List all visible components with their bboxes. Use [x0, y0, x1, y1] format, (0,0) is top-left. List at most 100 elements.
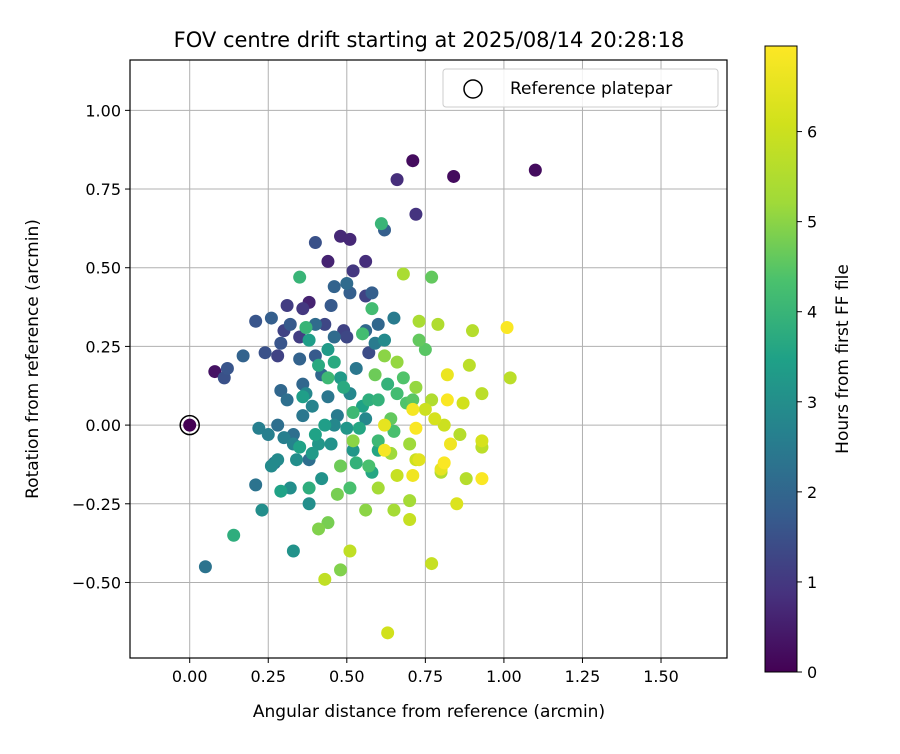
data-point — [293, 440, 307, 454]
data-point — [236, 349, 250, 363]
data-point — [208, 365, 222, 379]
data-point — [340, 276, 354, 290]
data-point — [403, 494, 417, 508]
data-point — [315, 472, 329, 486]
data-point — [312, 358, 326, 372]
data-point — [321, 516, 335, 530]
data-point — [293, 270, 307, 284]
data-point — [352, 421, 366, 435]
x-tick-label: 1.00 — [486, 667, 522, 686]
data-point — [340, 421, 354, 435]
data-point — [406, 393, 420, 407]
data-point — [321, 371, 335, 385]
data-point — [286, 544, 300, 558]
colorbar-ticks: 0 1 2 3 4 5 6 — [797, 123, 817, 682]
data-point — [327, 418, 341, 432]
data-point — [475, 387, 489, 401]
data-point — [440, 368, 454, 382]
data-point — [255, 503, 269, 517]
data-point — [428, 412, 442, 426]
data-point — [249, 478, 263, 492]
data-point — [396, 371, 410, 385]
data-point — [302, 497, 316, 511]
data-point — [349, 456, 363, 470]
data-point — [290, 453, 304, 467]
data-point — [387, 311, 401, 325]
data-point — [321, 343, 335, 357]
data-point — [365, 302, 379, 316]
x-tick-label: 1.25 — [565, 667, 601, 686]
data-point — [500, 321, 514, 335]
data-point — [409, 421, 423, 435]
data-point — [378, 333, 392, 347]
data-point — [359, 503, 373, 517]
data-point — [334, 563, 348, 577]
x-tick-label: 1.50 — [643, 667, 679, 686]
data-point — [412, 314, 426, 328]
data-point — [346, 264, 360, 278]
legend-label: Reference platepar — [510, 79, 672, 99]
data-point — [409, 207, 423, 221]
data-point — [302, 333, 316, 347]
data-point — [374, 217, 388, 231]
y-tick-label: 1.00 — [85, 101, 121, 120]
data-point — [362, 459, 376, 473]
data-point — [409, 380, 423, 394]
chart-title: FOV centre drift starting at 2025/08/14 … — [174, 28, 685, 52]
data-point — [220, 361, 234, 375]
data-point — [462, 358, 476, 372]
x-tick-label: 0.50 — [329, 667, 365, 686]
reference-point — [183, 418, 197, 432]
data-point — [324, 298, 338, 312]
data-point — [318, 572, 332, 586]
data-point — [249, 314, 263, 328]
data-point — [277, 431, 291, 445]
data-point — [387, 503, 401, 517]
data-point — [359, 254, 373, 268]
colorbar-tick-label: 4 — [807, 303, 817, 322]
data-point — [343, 544, 357, 558]
data-point — [337, 380, 351, 394]
data-point — [390, 173, 404, 187]
data-point — [280, 298, 294, 312]
data-point — [381, 377, 395, 391]
data-point — [371, 434, 385, 448]
data-point — [312, 522, 326, 536]
data-point — [349, 361, 363, 375]
data-point — [390, 355, 404, 369]
data-point — [362, 346, 376, 360]
data-point — [252, 421, 266, 435]
data-point — [365, 286, 379, 300]
data-point — [321, 390, 335, 404]
plot-frame — [129, 59, 728, 659]
data-point — [271, 453, 285, 467]
data-point — [412, 453, 426, 467]
data-point — [396, 267, 410, 281]
data-point — [387, 424, 401, 438]
y-tick-label: −0.50 — [72, 573, 121, 592]
data-point — [293, 352, 307, 366]
data-point — [261, 428, 275, 442]
data-point — [362, 393, 376, 407]
y-axis-ticks: −0.50 −0.25 0.00 0.25 0.50 0.75 1.00 — [72, 101, 130, 592]
data-point — [475, 472, 489, 486]
data-point — [198, 560, 212, 574]
data-point — [356, 327, 370, 341]
data-points — [198, 154, 542, 640]
data-point — [264, 311, 278, 325]
reference-ring — [179, 414, 200, 436]
data-point — [412, 333, 426, 347]
data-point — [283, 317, 297, 331]
data-point — [437, 418, 451, 432]
colorbar-tick-label: 3 — [807, 393, 817, 412]
x-tick-label: 0.25 — [250, 667, 286, 686]
data-point — [334, 459, 348, 473]
x-axis-label: Angular distance from reference (arcmin) — [253, 702, 605, 722]
data-point — [378, 418, 392, 432]
legend-box — [442, 68, 719, 108]
data-point — [406, 468, 420, 482]
data-point — [271, 349, 285, 363]
data-point — [381, 626, 395, 640]
colorbar-tick-label: 2 — [807, 483, 817, 502]
data-point — [321, 254, 335, 268]
